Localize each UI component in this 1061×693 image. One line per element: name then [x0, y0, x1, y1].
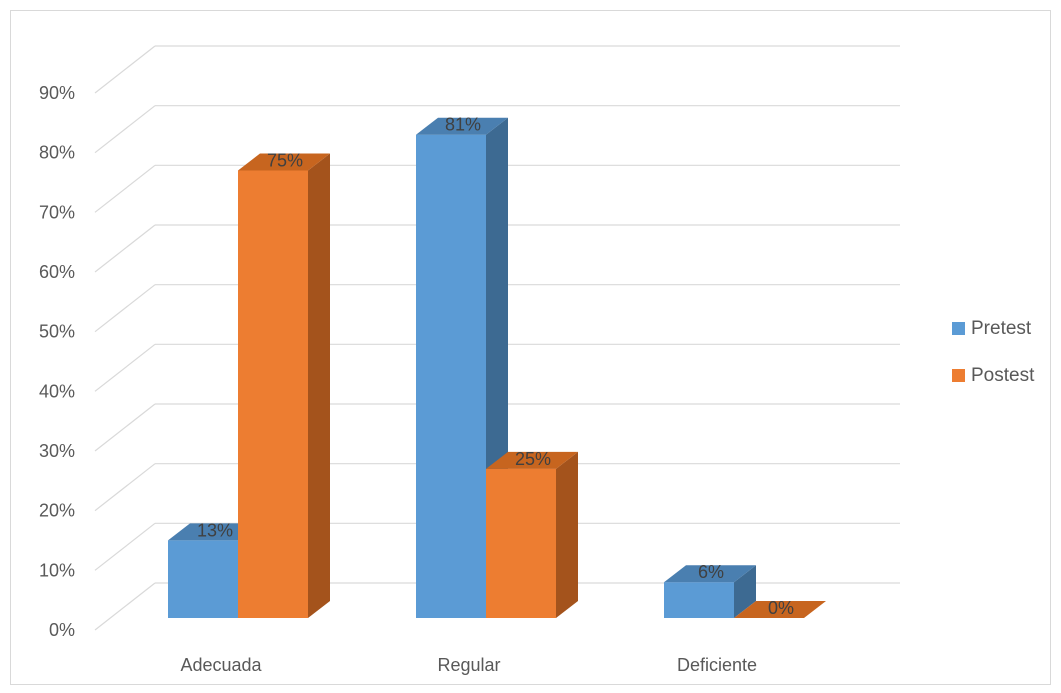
bar-top	[416, 117, 508, 135]
legend: Pretest Postest	[952, 318, 1035, 386]
bar-top	[734, 601, 826, 618]
bars	[168, 117, 826, 618]
gridline-diagonal	[94, 224, 156, 273]
x-tick-label: Regular	[437, 655, 500, 675]
bar-top	[664, 565, 756, 583]
data-label: 6%	[698, 562, 724, 582]
y-tick-label: 20%	[39, 501, 75, 521]
data-labels: 13% 75% 81% 25% 6% 0%	[197, 115, 794, 618]
legend-item-postest: Postest	[952, 365, 1035, 386]
gridline-diagonal	[94, 284, 156, 333]
bar-top	[168, 523, 260, 541]
legend-label: Pretest	[971, 318, 1032, 339]
gridline-diagonal	[94, 164, 156, 213]
y-tick-label: 40%	[39, 381, 75, 401]
legend-item-pretest: Pretest	[952, 318, 1032, 339]
gridline-diagonal	[94, 343, 156, 392]
y-tick-label: 90%	[39, 83, 75, 103]
bar-postest-regular	[486, 451, 578, 618]
bar-front	[168, 540, 238, 618]
gridline-diagonal	[94, 582, 156, 631]
bar-side	[308, 153, 330, 618]
bar-side	[556, 451, 578, 618]
legend-swatch	[952, 369, 965, 382]
legend-swatch	[952, 322, 965, 335]
bar-top	[486, 451, 578, 469]
gridline-diagonal	[94, 105, 156, 154]
data-label: 25%	[515, 449, 551, 469]
x-tick-label: Adecuada	[180, 655, 262, 675]
bar-postest-adecuada	[238, 153, 330, 618]
bar-front	[664, 582, 734, 618]
legend-label: Postest	[971, 365, 1035, 386]
bar-side	[734, 565, 756, 618]
y-axis-ticks: 0% 10% 20% 30% 40% 50% 60% 70% 80% 90%	[39, 83, 75, 640]
bar-front	[486, 468, 556, 618]
bar-postest-deficiente	[734, 601, 826, 618]
y-tick-label: 70%	[39, 202, 75, 222]
y-tick-label: 0%	[49, 620, 75, 640]
chart-frame	[10, 10, 1051, 685]
data-label: 81%	[445, 115, 481, 135]
y-tick-label: 60%	[39, 262, 75, 282]
gridline-diagonal	[94, 403, 156, 452]
y-tick-label: 30%	[39, 441, 75, 461]
bar-front	[238, 170, 308, 618]
gridline-diagonal	[94, 463, 156, 512]
bar-top	[238, 153, 330, 171]
data-label: 75%	[267, 151, 303, 171]
y-tick-label: 10%	[39, 560, 75, 580]
x-tick-label: Deficiente	[677, 655, 757, 675]
data-label: 13%	[197, 520, 233, 540]
gridline-diagonal	[94, 522, 156, 571]
y-tick-label: 50%	[39, 322, 75, 342]
data-label: 0%	[768, 598, 794, 618]
gridline-diagonal	[94, 45, 156, 94]
bar-front	[416, 134, 486, 618]
category-labels: Adecuada Regular Deficiente	[180, 655, 757, 675]
y-tick-label: 80%	[39, 143, 75, 163]
bar-pretest-deficiente	[664, 565, 756, 618]
